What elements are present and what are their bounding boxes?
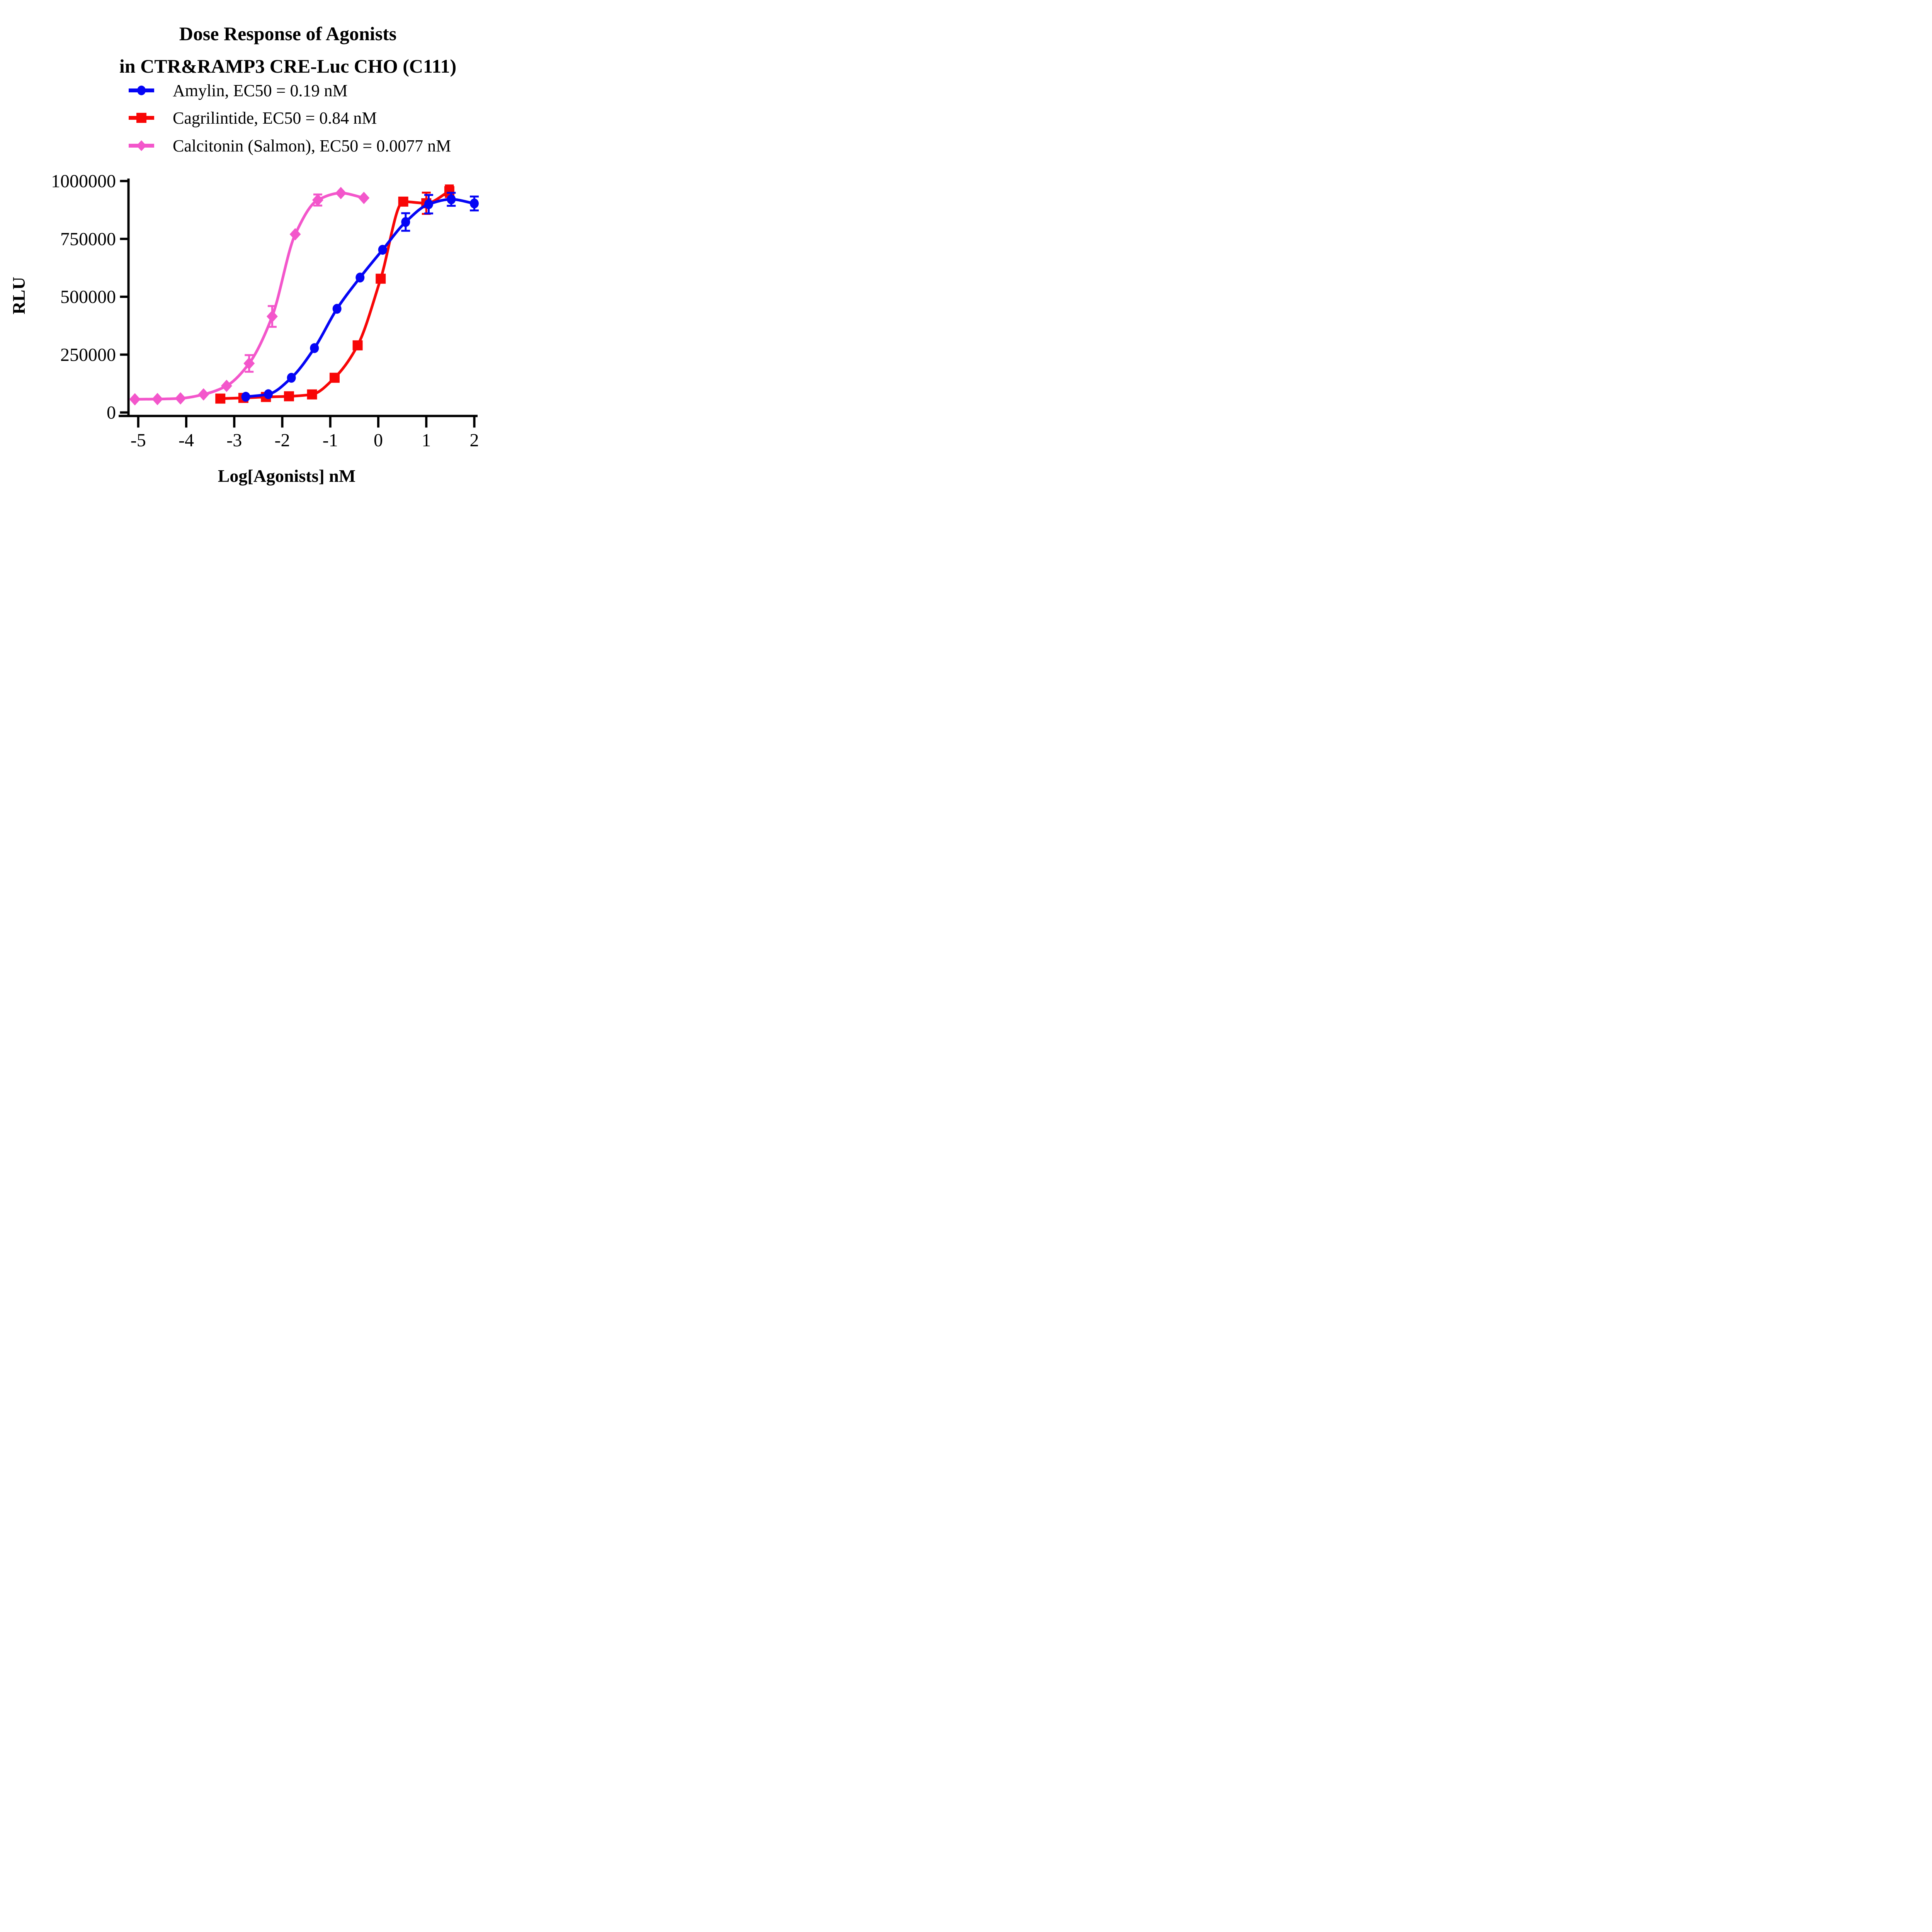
chart-title-line1: Dose Response of Agonists xyxy=(179,23,397,44)
marker-square-cagrilintide xyxy=(376,274,386,284)
y-tick-label: 250000 xyxy=(60,345,116,365)
legend-item-calcitonin: Calcitonin (Salmon), EC50 = 0.0077 nM xyxy=(129,136,451,155)
marker-diamond-calcitonin xyxy=(221,379,232,392)
legend-label-amylin: Amylin, EC50 = 0.19 nM xyxy=(173,81,348,100)
x-tick-label: -5 xyxy=(131,430,146,451)
marker-circle-amylin xyxy=(241,391,250,402)
x-axis-title: Log[Agonists] nM xyxy=(218,466,356,486)
x-tick-label: -1 xyxy=(323,430,338,451)
x-tick-label: 1 xyxy=(422,430,431,451)
marker-square-cagrilintide xyxy=(444,186,454,196)
marker-square-cagrilintide xyxy=(215,393,226,404)
x-tick-label: 0 xyxy=(374,430,383,451)
x-tick-label: -3 xyxy=(226,430,242,451)
marker-circle-amylin xyxy=(287,372,296,383)
marker-diamond-calcitonin xyxy=(198,388,209,401)
marker-diamond-calcitonin xyxy=(335,187,347,199)
y-tick-label: 1000000 xyxy=(51,171,116,192)
legend-label-cagrilintide: Cagrilintide, EC50 = 0.84 nM xyxy=(173,109,377,128)
marker-diamond-calcitonin xyxy=(312,194,323,206)
marker-circle-amylin xyxy=(310,343,319,353)
plot-area: -5 -4 -3 -2 -1 0 1 2 0 250000 500000 750000 1000000 xyxy=(51,171,479,451)
legend-circle-icon xyxy=(137,85,146,95)
legend-diamond-icon xyxy=(136,140,146,151)
marker-circle-amylin xyxy=(470,198,479,209)
marker-diamond-calcitonin xyxy=(175,392,186,405)
series-curve-cagrilintide xyxy=(219,190,451,400)
marker-circle-amylin xyxy=(424,199,433,209)
marker-circle-amylin xyxy=(447,194,456,204)
marker-circle-amylin xyxy=(401,217,410,227)
legend-square-icon xyxy=(136,113,146,123)
chart-title-line2: in CTR&RAMP3 CRE-Luc CHO (C111) xyxy=(119,55,456,77)
marker-circle-amylin xyxy=(355,272,365,283)
series-curve-amylin xyxy=(244,198,476,398)
marker-circle-amylin xyxy=(332,304,342,314)
legend-item-amylin: Amylin, EC50 = 0.19 nM xyxy=(129,81,348,100)
marker-diamond-calcitonin xyxy=(266,310,278,323)
marker-square-cagrilintide xyxy=(284,391,294,401)
x-tick-label: -4 xyxy=(179,430,194,451)
y-tick-label: 0 xyxy=(107,403,116,423)
legend-label-calcitonin: Calcitonin (Salmon), EC50 = 0.0077 nM xyxy=(173,136,451,155)
y-axis-title: RLU xyxy=(9,277,29,314)
dose-response-figure: Dose Response of Agonists in CTR&RAMP3 C… xyxy=(0,0,526,492)
marker-diamond-calcitonin xyxy=(358,192,370,204)
x-tick-label: 2 xyxy=(470,430,479,451)
y-tick-label: 500000 xyxy=(60,287,116,307)
marker-square-cagrilintide xyxy=(398,196,408,207)
marker-square-cagrilintide xyxy=(307,389,317,400)
legend-item-cagrilintide: Cagrilintide, EC50 = 0.84 nM xyxy=(129,109,377,128)
marker-diamond-calcitonin xyxy=(243,357,255,370)
marker-square-cagrilintide xyxy=(352,340,363,350)
marker-circle-amylin xyxy=(264,389,273,399)
y-tick-label: 750000 xyxy=(60,229,116,249)
dose-response-chart: Dose Response of Agonists in CTR&RAMP3 C… xyxy=(9,23,479,486)
marker-diamond-calcitonin xyxy=(289,228,301,241)
marker-diamond-calcitonin xyxy=(151,393,163,405)
marker-square-cagrilintide xyxy=(329,372,340,383)
legend: Amylin, EC50 = 0.19 nM Cagrilintide, EC5… xyxy=(129,81,451,155)
marker-circle-amylin xyxy=(378,245,387,255)
marker-diamond-calcitonin xyxy=(129,393,141,406)
x-tick-label: -2 xyxy=(275,430,290,451)
